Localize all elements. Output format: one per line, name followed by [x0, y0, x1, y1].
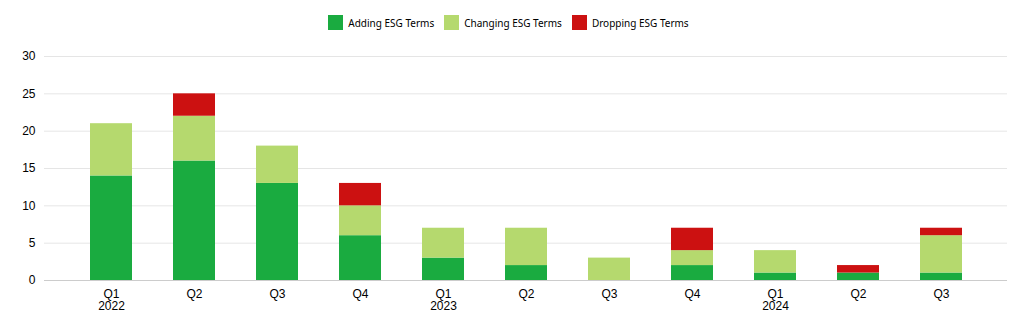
svg-text:20: 20: [22, 124, 36, 138]
svg-text:Q2: Q2: [850, 287, 866, 301]
svg-text:Q12024: Q12024: [762, 287, 789, 313]
svg-text:Q4: Q4: [352, 287, 368, 301]
html-text:Changing ESG Terms: Changing ESG Terms: [464, 15, 562, 30]
svg-text:15: 15: [22, 161, 36, 175]
svg-text:Q4: Q4: [684, 287, 700, 301]
html-text:Adding ESG Terms: Adding ESG Terms: [348, 15, 435, 30]
svg-text:10: 10: [22, 199, 36, 213]
svg-text:Q3: Q3: [269, 287, 285, 301]
svg-text:Q2: Q2: [518, 287, 534, 301]
svg-text:25: 25: [22, 87, 36, 101]
svg-text:Q3: Q3: [601, 287, 617, 301]
svg-text:Q12022: Q12022: [98, 287, 125, 313]
svg-text:5: 5: [29, 236, 36, 250]
svg-text:Q2: Q2: [186, 287, 202, 301]
svg-text:Q12023: Q12023: [430, 287, 457, 313]
svg-text:30: 30: [22, 49, 36, 63]
svg-text:0: 0: [29, 273, 36, 287]
svg-text:Q3: Q3: [933, 287, 949, 301]
html-text:Dropping ESG Terms: Dropping ESG Terms: [591, 15, 689, 30]
